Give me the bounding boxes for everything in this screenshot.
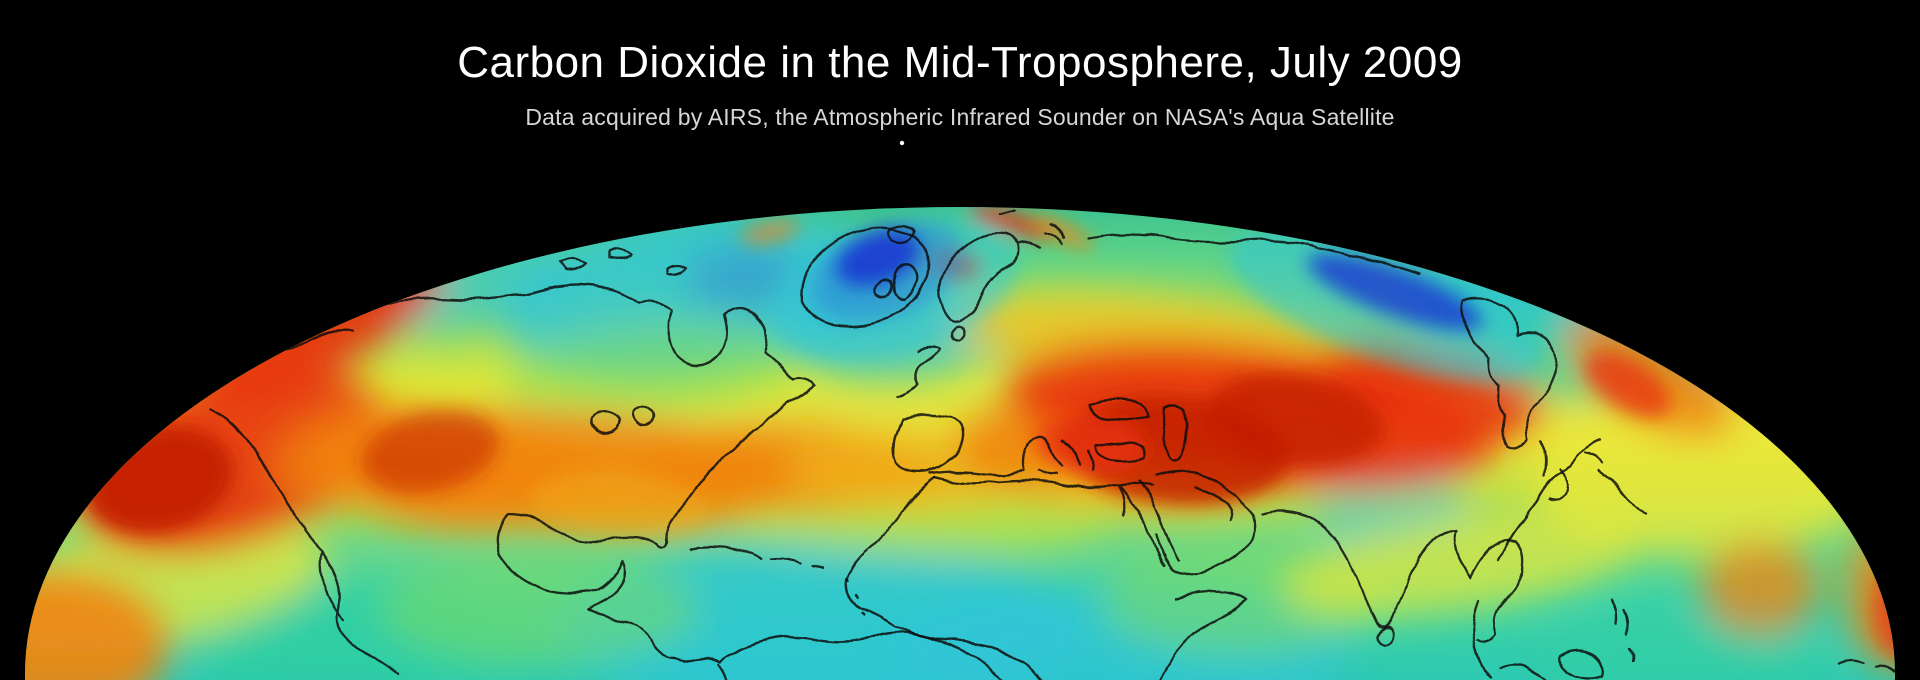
philippines bbox=[1610, 598, 1895, 672]
co2-region-deep_red bbox=[1205, 373, 1385, 467]
co2-region-orange bbox=[25, 570, 170, 680]
coastline-hudson-bay bbox=[638, 300, 796, 382]
co2-region-green bbox=[380, 555, 700, 665]
coastline-southeast-asia bbox=[1468, 539, 1525, 678]
coastline-north-africa bbox=[932, 476, 1154, 489]
coastline-scandinavia bbox=[938, 231, 1042, 342]
coastline-east-asia bbox=[1496, 438, 1602, 562]
sri-lanka bbox=[1376, 626, 1396, 648]
red-sea-nile bbox=[1118, 478, 1180, 568]
japan bbox=[1584, 450, 1648, 514]
co2-region-orange bbox=[1700, 540, 1820, 636]
svalbard-novaya-zemlya bbox=[998, 208, 1064, 246]
star-speck-artifact bbox=[899, 140, 905, 146]
coastline-central-america bbox=[586, 608, 678, 660]
sumatra-borneo bbox=[1498, 649, 1605, 680]
co2-region-deep_red bbox=[361, 410, 499, 494]
coastline-europe-west bbox=[891, 346, 965, 475]
co2-region-red bbox=[969, 207, 1055, 240]
co2-region-orange bbox=[740, 220, 800, 244]
co2-region-red bbox=[1585, 352, 1671, 418]
coastline-iceland bbox=[886, 223, 916, 245]
caspian-sea bbox=[1161, 404, 1189, 462]
british-isles bbox=[874, 262, 919, 302]
coastline-horn-of-africa bbox=[1158, 590, 1248, 680]
co2-region-red bbox=[1035, 414, 1145, 476]
coastlines bbox=[210, 208, 1895, 680]
coastline-arabia bbox=[1154, 469, 1257, 577]
coastline-india bbox=[1260, 510, 1472, 629]
canadian-arctic-islands bbox=[558, 248, 688, 276]
co2-region-yellow bbox=[1281, 511, 1639, 619]
korea bbox=[1548, 468, 1569, 501]
coastline-gulf-of-mexico bbox=[496, 512, 658, 612]
co2-region-amber bbox=[530, 472, 710, 538]
coastline-south-america-north bbox=[674, 631, 1004, 680]
great-lakes bbox=[589, 405, 656, 434]
co2-region-teal bbox=[1530, 617, 1830, 680]
coastline-africa-west bbox=[844, 476, 1044, 680]
co2-region-green bbox=[500, 325, 800, 419]
co2-region-blue bbox=[1305, 251, 1485, 333]
eurasia-arctic-coast bbox=[1088, 232, 1422, 276]
coastline-greenland bbox=[800, 226, 930, 328]
kamchatka-okhotsk bbox=[1460, 297, 1558, 478]
coastline-na-west bbox=[210, 406, 400, 676]
black-sea bbox=[1088, 397, 1150, 423]
coastline-na-east bbox=[654, 377, 816, 549]
co2-region-orange bbox=[1030, 215, 1094, 249]
coastline-mediterranean-north bbox=[928, 434, 1147, 476]
